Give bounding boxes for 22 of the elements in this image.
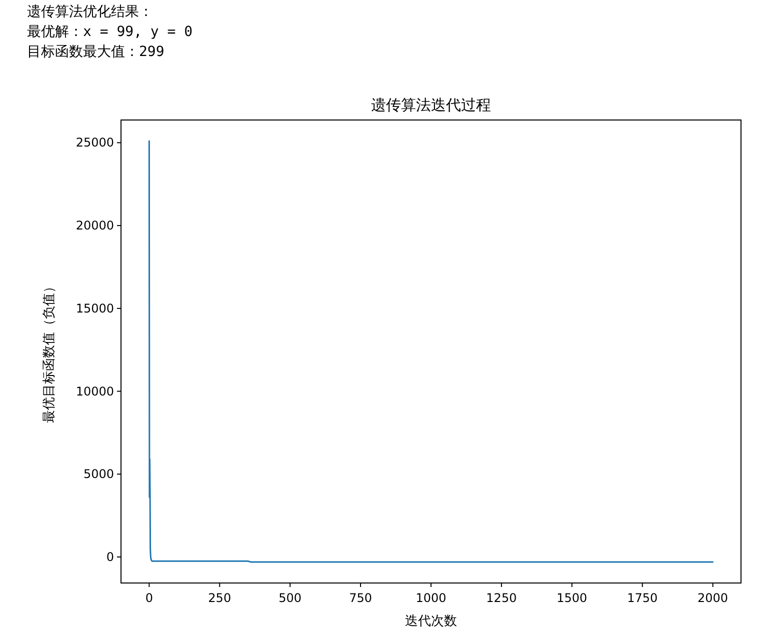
y-tick-label: 15000 [76,301,114,316]
text: 遗传算法优化结果： [27,4,153,20]
text: 目标函数最大值：299 [27,44,164,60]
y-tick-label: 5000 [83,467,114,482]
x-tick-label: 750 [349,591,372,605]
y-axis-title: 最优目标函数值（负值） [42,280,57,423]
x-axis-title: 迭代次数 [405,614,457,629]
chart-title: 遗传算法迭代过程 [371,96,491,114]
y-tick-label: 25000 [76,136,114,150]
x-tick-label: 500 [278,591,302,605]
line-series [148,140,714,563]
x-tick-label: 1750 [627,591,658,605]
x-tick-label: 1000 [416,591,446,605]
y-tick-label: 20000 [76,218,114,233]
x-tick-label: 1250 [486,591,517,605]
x-tick-label: 0 [145,591,153,605]
text: 最优解：x = 99, y = 0 [27,24,193,40]
x-tick-label: 2000 [698,591,728,605]
y-tick-label: 0 [106,550,114,564]
x-tick-label: 1500 [556,591,588,605]
x-tick-label: 250 [208,591,232,605]
y-tick-label: 10000 [76,384,114,398]
